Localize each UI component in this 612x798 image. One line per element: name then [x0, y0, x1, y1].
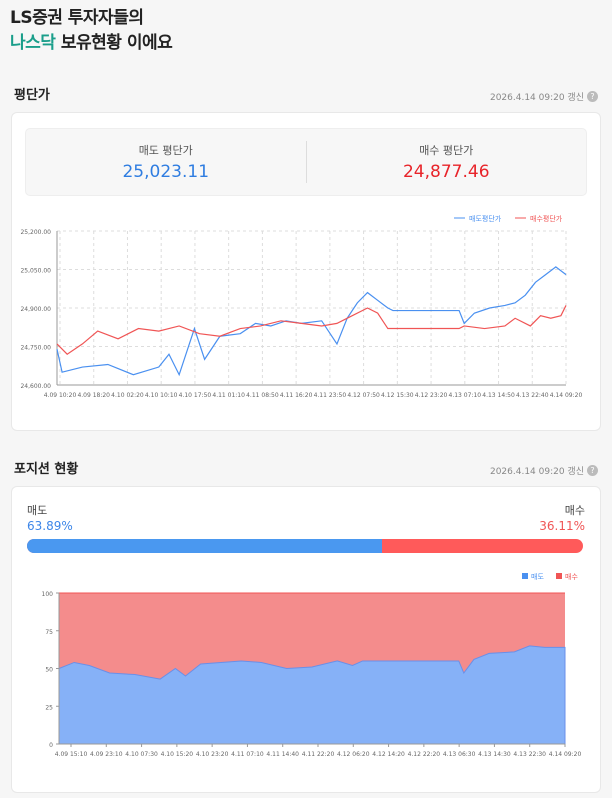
- avg-card: 매도 평단가 25,023.11 매수 평단가 24,877.46: [11, 112, 601, 431]
- x-tick-label: 4.13 22:30: [513, 751, 546, 758]
- series-line-buy: [56, 305, 567, 355]
- position-ratio-bar: [27, 539, 583, 553]
- x-tick-label: 4.11 14:40: [266, 751, 299, 758]
- x-tick-label: 4.11 16:20: [280, 392, 313, 399]
- help-icon[interactable]: ?: [587, 91, 598, 102]
- legend-label: 매수평단가: [530, 214, 563, 223]
- position-section-title: 포지션 현황: [14, 462, 79, 477]
- x-tick-label: 4.09 18:20: [77, 392, 110, 399]
- x-tick-label: 4.09 23:10: [90, 751, 123, 758]
- x-tick-label: 4.13 14:30: [478, 751, 511, 758]
- sell-area: [58, 645, 566, 745]
- x-tick-label: 4.10 15:20: [161, 751, 194, 758]
- avg-section-title: 평단가: [14, 88, 50, 103]
- y-tick-label: 24,750.00: [20, 345, 51, 352]
- buy-avg-value: 24,877.46: [402, 162, 490, 182]
- x-tick-label: 4.12 14:20: [372, 751, 405, 758]
- buy-label: 매수: [564, 504, 585, 517]
- avg-price-chart: 24,600.00 24,750.00 24,900.00 25,050.00 25,2…: [20, 214, 583, 399]
- x-tick-label: 4.11 08:50: [246, 392, 279, 399]
- y-tick-label: 25: [45, 704, 53, 711]
- position-chart: 0 25 50 75 100 4.09 15:10 4.09 23:10 4.10 07:30…: [42, 573, 582, 758]
- series-line-sell: [56, 266, 567, 377]
- x-tick-label: 4.13 22:40: [516, 392, 549, 399]
- x-tick-label: 4.12 22:20: [408, 751, 441, 758]
- x-tick-label: 4.14 09:20: [549, 751, 582, 758]
- legend-swatch: [556, 573, 562, 579]
- x-tick-label: 4.12 06:20: [337, 751, 370, 758]
- x-tick-label: 4.13 14:50: [482, 392, 515, 399]
- legend-label: 매도: [531, 573, 544, 581]
- position-updated: 2026.4.14 09:20 갱신?: [490, 464, 598, 477]
- x-tick-label: 4.11 01:10: [212, 392, 245, 399]
- y-tick-label: 75: [45, 629, 53, 636]
- legend-label: 매수: [565, 573, 578, 581]
- x-tick-label: 4.12 23:20: [415, 392, 448, 399]
- y-tick-label: 0: [49, 742, 53, 749]
- x-tick-label: 4.11 23:50: [314, 392, 347, 399]
- x-tick-label: 4.10 10:10: [145, 392, 178, 399]
- x-tick-label: 4.10 17:50: [179, 392, 212, 399]
- y-tick-label: 100: [42, 591, 54, 598]
- x-tick-label: 4.11 07:10: [231, 751, 264, 758]
- x-tick-label: 4.12 15:30: [381, 392, 414, 399]
- buy-avg-label: 매수 평단가: [419, 144, 474, 157]
- x-tick-label: 4.14 09:20: [550, 392, 583, 399]
- sell-avg-label: 매도 평단가: [138, 144, 193, 157]
- sell-label: 매도: [27, 504, 48, 517]
- y-tick-label: 25,050.00: [20, 268, 51, 275]
- legend-label: 매도평단가: [469, 214, 502, 223]
- sell-avg-value: 25,023.11: [122, 162, 210, 182]
- x-tick-label: 4.12 07:50: [347, 392, 380, 399]
- x-tick-label: 4.09 15:10: [55, 751, 88, 758]
- x-tick-label: 4.11 22:20: [302, 751, 335, 758]
- x-tick-label: 4.10 02:20: [111, 392, 144, 399]
- legend-swatch: [522, 573, 528, 579]
- avg-updated: 2026.4.14 09:20 갱신?: [490, 90, 598, 103]
- x-tick-label: 4.09 10:20: [44, 392, 77, 399]
- x-tick-label: 4.13 07:10: [449, 392, 482, 399]
- x-tick-label: 4.13 06:30: [443, 751, 476, 758]
- y-tick-label: 24,900.00: [20, 306, 51, 313]
- sell-pct: 63.89%: [27, 519, 73, 533]
- help-icon[interactable]: ?: [587, 465, 598, 476]
- page-title: LS증권 투자자들의 나스닥 보유현황 이에요: [10, 8, 173, 53]
- y-tick-label: 25,200.00: [20, 229, 51, 236]
- x-tick-label: 4.10 07:30: [125, 751, 158, 758]
- y-tick-label: 50: [45, 667, 53, 674]
- y-tick-label: 24,600.00: [20, 383, 51, 390]
- buy-pct: 36.11%: [539, 519, 585, 533]
- x-tick-label: 4.10 23:20: [196, 751, 229, 758]
- sell-ratio-fill: [27, 539, 383, 553]
